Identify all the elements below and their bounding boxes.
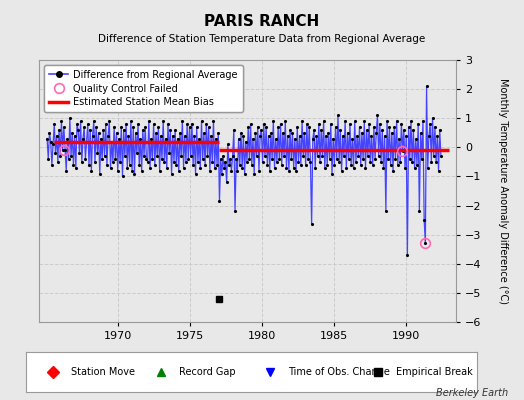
Text: Station Move: Station Move <box>71 367 135 377</box>
Text: Difference of Station Temperature Data from Regional Average: Difference of Station Temperature Data f… <box>99 34 425 44</box>
Y-axis label: Monthly Temperature Anomaly Difference (°C): Monthly Temperature Anomaly Difference (… <box>498 78 508 304</box>
Text: Record Gap: Record Gap <box>179 367 236 377</box>
Text: Berkeley Earth: Berkeley Earth <box>436 388 508 398</box>
Text: Time of Obs. Change: Time of Obs. Change <box>288 367 389 377</box>
Text: Empirical Break: Empirical Break <box>396 367 473 377</box>
Legend: Difference from Regional Average, Quality Control Failed, Estimated Station Mean: Difference from Regional Average, Qualit… <box>44 65 243 112</box>
Text: PARIS RANCH: PARIS RANCH <box>204 14 320 29</box>
